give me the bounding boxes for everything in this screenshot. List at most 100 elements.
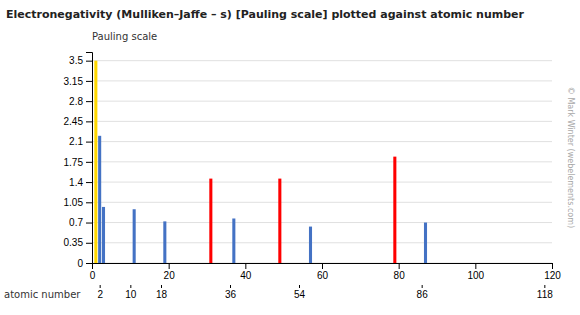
x-tick-mark — [475, 263, 476, 269]
x-tick-label: 40 — [240, 270, 252, 281]
y-tick-mark — [86, 121, 92, 122]
grid-line — [92, 161, 552, 162]
y-tick: 1.4 — [69, 177, 92, 188]
x2-axis: 21018365486118 — [97, 285, 553, 300]
bar — [94, 61, 97, 263]
x2-tick-label: 36 — [225, 289, 237, 300]
x-tick-label: 20 — [164, 270, 176, 281]
bar — [309, 227, 312, 263]
x-tick-mark — [92, 263, 93, 269]
y-tick-mark — [86, 81, 92, 82]
x-tick-mark — [399, 263, 400, 269]
grid-line — [92, 80, 552, 81]
y-axis-label: Pauling scale — [92, 31, 157, 42]
grid-line — [92, 202, 552, 203]
y-tick: 3.15 — [64, 76, 92, 87]
x2-tick-label: 18 — [156, 289, 168, 300]
x2-tick: 2 — [97, 285, 103, 300]
y-tick-mark — [86, 202, 92, 203]
y-tick-label: 2.8 — [69, 96, 83, 107]
y-tick-mark — [86, 162, 92, 163]
y-tick: 0 — [77, 258, 92, 269]
watermark: © Mark Winter (webelements.com) — [566, 87, 575, 228]
y-tick-mark — [86, 61, 92, 62]
y-tick-label: 3.5 — [69, 55, 83, 66]
grid-line — [92, 222, 552, 223]
x2-tick-label: 54 — [294, 289, 306, 300]
x-tick-mark — [245, 263, 246, 269]
x2-tick-mark — [422, 285, 423, 288]
x2-tick-mark — [100, 285, 101, 288]
grid-line — [92, 242, 552, 243]
bar — [102, 207, 105, 263]
x2-tick-label: 118 — [537, 289, 553, 300]
grid — [92, 61, 552, 263]
x-tick: 100 — [467, 263, 484, 281]
y-tick-mark — [86, 101, 92, 102]
y-axis: 00.350.71.051.41.752.12.452.83.153.5 — [64, 53, 93, 269]
x-tick-label: 120 — [544, 270, 561, 281]
title: Electronegativity (Mulliken–Jaffe – s) [… — [6, 8, 525, 21]
y-tick-mark — [86, 142, 92, 143]
y-tick-label: 1.75 — [64, 157, 84, 168]
x-axis-label: atomic number — [4, 289, 81, 300]
x2-tick: 54 — [294, 285, 306, 300]
x2-tick: 86 — [417, 285, 429, 300]
x-tick-label: 0 — [90, 270, 96, 281]
y-tick-mark — [86, 182, 92, 183]
x2-tick-mark — [230, 285, 231, 288]
bar — [209, 179, 212, 263]
y-tick: 1.05 — [64, 197, 92, 208]
x-tick-label: 100 — [467, 270, 484, 281]
y-tick-label: 2.45 — [64, 116, 84, 127]
grid-line — [92, 121, 552, 122]
y-tick-label: 3.15 — [64, 76, 84, 87]
bar — [393, 157, 396, 263]
y-tick-mark — [86, 223, 92, 224]
x-tick-mark — [169, 263, 170, 269]
x2-tick: 36 — [225, 285, 237, 300]
x2-tick-mark — [161, 285, 162, 288]
bar — [424, 223, 427, 263]
grid-line — [92, 141, 552, 142]
x2-tick: 18 — [156, 285, 168, 300]
grid-line — [92, 60, 552, 61]
grid-line — [92, 182, 552, 183]
x-tick: 40 — [240, 263, 252, 281]
y-tick: 1.75 — [64, 157, 92, 168]
y-tick-label: 0 — [77, 258, 83, 269]
plot-area: 00.350.71.051.41.752.12.452.83.153.50204… — [64, 53, 562, 301]
y-tick-mark — [86, 243, 92, 244]
y-tick: 2.1 — [69, 136, 92, 147]
bar — [163, 221, 166, 263]
x-tick: 0 — [90, 263, 96, 281]
x2-tick-label: 2 — [97, 289, 103, 300]
chart: 00.350.71.051.41.752.12.452.83.153.50204… — [0, 0, 580, 315]
x2-tick-mark — [544, 285, 545, 288]
x-tick: 80 — [394, 263, 406, 281]
y-tick: 2.8 — [69, 96, 92, 107]
y-tick-label: 0.35 — [64, 237, 84, 248]
x-tick-mark — [552, 263, 553, 269]
bar — [278, 179, 281, 263]
y-tick: 3.5 — [69, 55, 92, 66]
x-tick-label: 60 — [317, 270, 329, 281]
x2-tick: 118 — [537, 285, 553, 300]
y-tick-mark — [86, 263, 92, 264]
x-axis-line — [93, 264, 553, 270]
x2-tick-mark — [130, 285, 131, 288]
y-tick: 0.35 — [64, 237, 92, 248]
y-tick: 2.45 — [64, 116, 92, 127]
x-tick-label: 80 — [394, 270, 406, 281]
bar — [133, 209, 136, 263]
grid-line — [92, 101, 552, 102]
bars — [94, 61, 427, 263]
x-tick-mark — [322, 263, 323, 269]
y-tick-label: 1.4 — [69, 177, 83, 188]
x-axis: 0 20 40 60 80 100 120 — [90, 263, 562, 281]
x2-tick-mark — [299, 285, 300, 288]
y-axis-line — [86, 53, 93, 264]
bar — [98, 136, 101, 263]
x-tick: 20 — [164, 263, 176, 281]
bar — [232, 218, 235, 263]
